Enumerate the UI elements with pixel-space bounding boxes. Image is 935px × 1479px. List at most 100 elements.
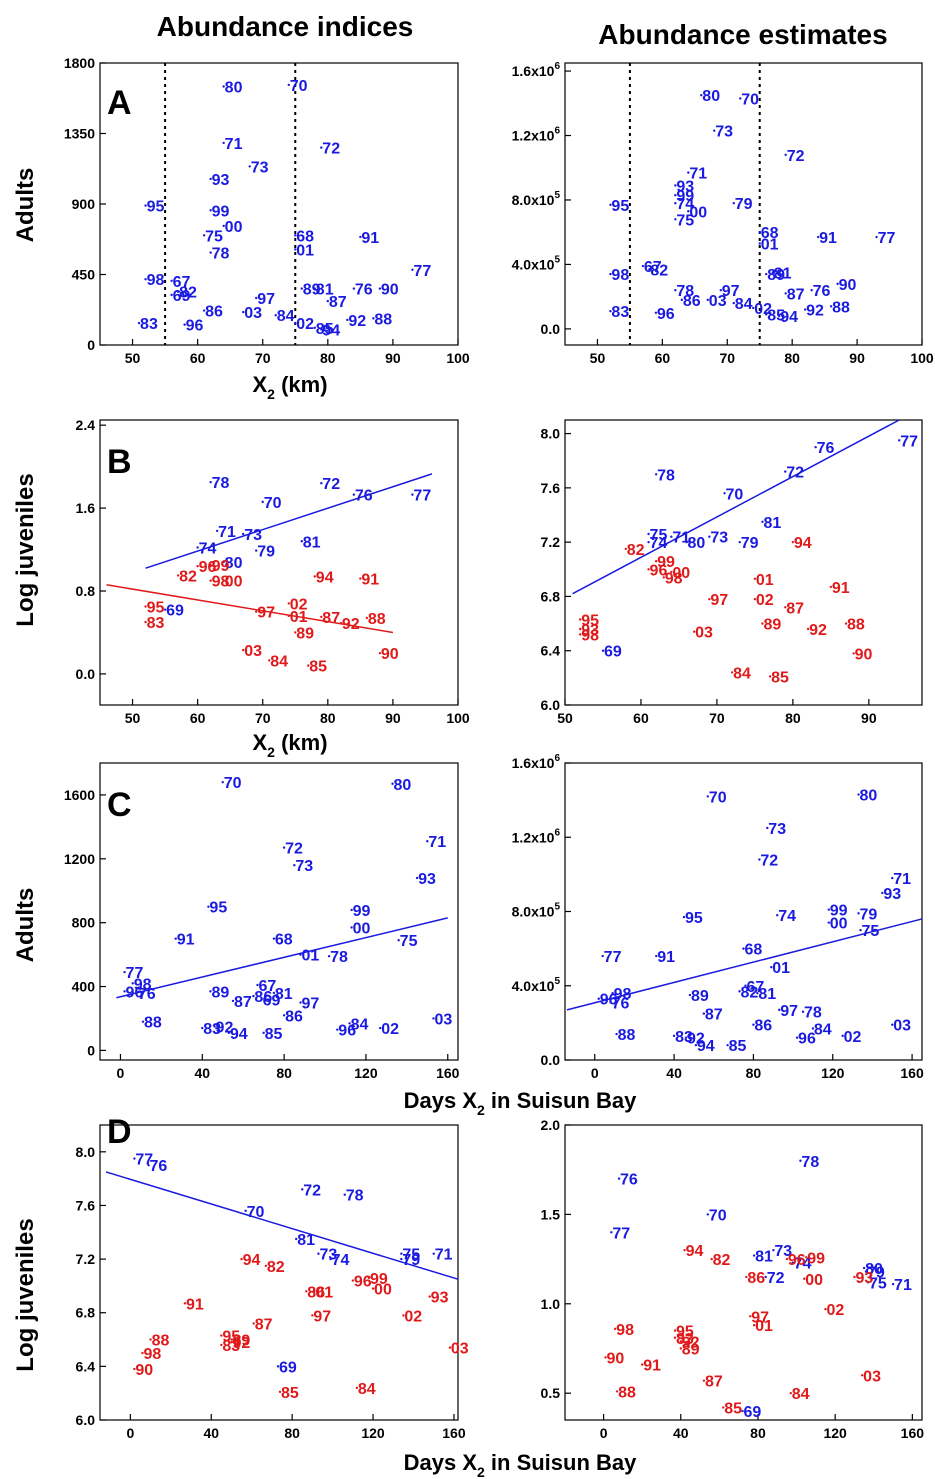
data-point-label: 87 bbox=[705, 1007, 723, 1024]
data-point-label: 75 bbox=[402, 1247, 420, 1264]
data-point-label: 02 bbox=[754, 301, 772, 318]
data-point bbox=[320, 482, 323, 485]
data-point bbox=[765, 272, 768, 276]
data-point-label: 74 bbox=[778, 908, 796, 925]
data-point bbox=[299, 953, 302, 956]
data-point bbox=[578, 627, 582, 631]
data-point bbox=[891, 876, 894, 880]
y-tick-label: 1.6x106 bbox=[512, 61, 561, 79]
data-point bbox=[604, 1356, 607, 1359]
data-point bbox=[317, 1252, 320, 1255]
data-point bbox=[784, 470, 787, 473]
data-point bbox=[674, 289, 677, 292]
data-point-label: 74 bbox=[332, 1252, 350, 1269]
data-point bbox=[640, 1363, 644, 1366]
x-tick-label: 40 bbox=[194, 1065, 210, 1081]
data-point-label: 86 bbox=[683, 293, 701, 310]
data-point-label: 00 bbox=[805, 1272, 823, 1289]
data-point bbox=[144, 620, 147, 624]
data-point bbox=[776, 914, 779, 917]
data-point bbox=[609, 272, 612, 276]
data-point bbox=[795, 1036, 799, 1039]
data-point bbox=[687, 210, 690, 213]
data-point-label: 01 bbox=[761, 236, 779, 253]
data-point bbox=[220, 1334, 223, 1337]
data-point bbox=[123, 970, 126, 974]
y-tick-label: 900 bbox=[72, 196, 96, 212]
data-point-label: 82 bbox=[713, 1252, 731, 1269]
data-point-label: 91 bbox=[361, 230, 379, 247]
x-tick-label: 50 bbox=[125, 350, 141, 366]
fit-line-blue bbox=[116, 917, 448, 999]
data-point-label: 02 bbox=[827, 1302, 845, 1319]
row-ylabel-a: Adults bbox=[12, 168, 39, 243]
data-point bbox=[578, 633, 582, 636]
data-point-label: 90 bbox=[135, 1362, 153, 1379]
x-tick-label: 90 bbox=[385, 350, 401, 366]
data-point bbox=[764, 1275, 767, 1279]
data-point-label: 91 bbox=[832, 580, 850, 597]
x-tick-label: 160 bbox=[436, 1065, 460, 1081]
data-point bbox=[222, 579, 225, 582]
x-tick-label: 80 bbox=[746, 1065, 762, 1081]
y-tick-label: 6.4 bbox=[541, 643, 561, 659]
data-point-label: 85 bbox=[771, 670, 789, 687]
data-point-label: 96 bbox=[657, 306, 675, 323]
data-point bbox=[673, 1329, 677, 1332]
data-point bbox=[799, 1159, 802, 1162]
x-tick-label: 80 bbox=[784, 350, 800, 366]
data-point-label: 00 bbox=[225, 574, 243, 591]
panel-a: 50 60 70 80 90 100 0 450 900 1350 1800 80 70 71 72 73 93… bbox=[64, 55, 470, 366]
data-point bbox=[242, 648, 245, 652]
data-point bbox=[683, 1248, 686, 1252]
data-point-label: 76 bbox=[138, 986, 156, 1003]
data-point bbox=[201, 1026, 204, 1030]
data-point bbox=[359, 235, 362, 239]
data-point bbox=[749, 1315, 752, 1318]
data-point bbox=[609, 1001, 612, 1004]
data-point bbox=[415, 876, 419, 880]
data-point bbox=[282, 846, 286, 849]
data-point-label: 87 bbox=[234, 994, 252, 1011]
data-point bbox=[252, 994, 255, 998]
data-point-label: 81 bbox=[774, 265, 792, 282]
y-tick-label: 400 bbox=[72, 979, 96, 995]
data-point-label: 81 bbox=[316, 282, 334, 299]
data-point bbox=[732, 201, 735, 205]
data-point bbox=[343, 1193, 346, 1196]
data-point bbox=[752, 1324, 756, 1327]
data-point bbox=[753, 597, 757, 601]
data-point bbox=[170, 293, 173, 297]
plot-frame bbox=[99, 762, 459, 1061]
data-point-label: 87 bbox=[787, 286, 805, 303]
data-point-label: 73 bbox=[319, 1247, 337, 1264]
x-tick-label: 80 bbox=[750, 1425, 766, 1441]
data-point bbox=[679, 1340, 682, 1343]
data-point-label: 92 bbox=[232, 1335, 250, 1352]
data-point bbox=[864, 1270, 868, 1273]
x-tick-label: 60 bbox=[190, 710, 206, 726]
y-tick-label: 6.0 bbox=[541, 697, 561, 713]
data-point bbox=[700, 94, 703, 97]
data-point bbox=[811, 1027, 815, 1030]
data-point-label: 78 bbox=[676, 283, 694, 300]
data-point-label: 89 bbox=[303, 282, 321, 299]
data-point-label: 95 bbox=[581, 613, 599, 630]
data-point bbox=[320, 328, 323, 331]
data-point-label: 70 bbox=[290, 78, 308, 95]
fit-line-red bbox=[106, 584, 394, 634]
data-point-label: 89 bbox=[296, 625, 314, 642]
data-point-label: 70 bbox=[709, 789, 727, 806]
data-point-label: 70 bbox=[709, 1207, 727, 1224]
data-point bbox=[739, 97, 742, 100]
data-point bbox=[411, 493, 414, 496]
data-point bbox=[891, 1023, 894, 1026]
y-tick-label: 0 bbox=[87, 337, 95, 353]
data-point bbox=[827, 921, 830, 924]
data-point-label: 03 bbox=[244, 643, 262, 660]
data-point bbox=[647, 540, 650, 544]
data-point bbox=[648, 268, 651, 271]
data-point bbox=[272, 991, 276, 995]
